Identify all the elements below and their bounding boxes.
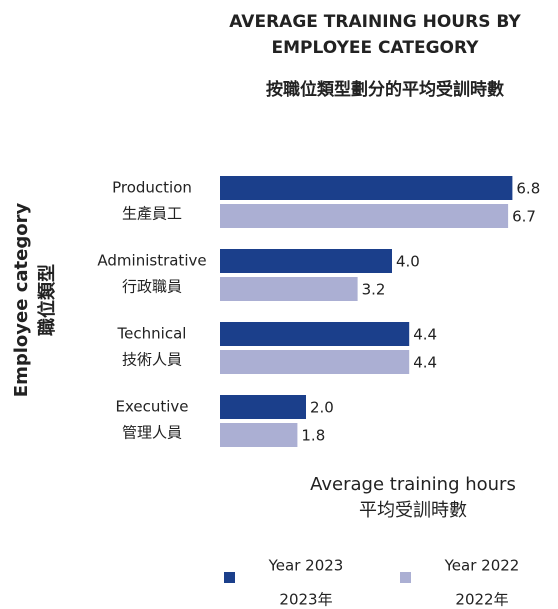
legend-label: 2023年 bbox=[279, 591, 332, 609]
bar bbox=[220, 395, 306, 419]
bar bbox=[220, 277, 358, 301]
chart-subtitle: 按職位類型劃分的平均受訓時數 bbox=[266, 79, 504, 100]
bar bbox=[220, 350, 410, 374]
y-tick-label: 管理人員 bbox=[122, 424, 182, 442]
y-tick-label: 行政職員 bbox=[122, 278, 182, 296]
y-tick-label: Technical bbox=[117, 325, 187, 343]
y-tick-label: 生產員工 bbox=[122, 205, 182, 223]
bar bbox=[220, 204, 509, 228]
data-label: 6.8 bbox=[516, 180, 540, 198]
data-label: 6.7 bbox=[512, 208, 536, 226]
x-axis-label: 平均受訓時數 bbox=[359, 500, 467, 521]
data-label: 4.0 bbox=[396, 253, 420, 271]
legend-label: Year 2023 bbox=[268, 557, 344, 575]
y-tick-label: Administrative bbox=[97, 252, 206, 270]
y-axis-label: Employee category 職位類型 bbox=[11, 203, 58, 398]
y-axis-label-line: 職位類型 bbox=[36, 264, 58, 336]
legend-label: 2022年 bbox=[455, 591, 508, 609]
bar bbox=[220, 249, 392, 273]
data-label: 3.2 bbox=[362, 281, 386, 299]
chart-title: AVERAGE TRAINING HOURS BY bbox=[229, 12, 521, 32]
data-label: 2.0 bbox=[310, 399, 334, 417]
chart-title: EMPLOYEE CATEGORY bbox=[272, 38, 480, 58]
bar bbox=[220, 322, 410, 346]
legend-swatch bbox=[224, 572, 235, 583]
y-tick-label: Production bbox=[112, 179, 192, 197]
data-label: 1.8 bbox=[301, 427, 325, 445]
bar bbox=[220, 423, 298, 447]
y-tick-label: 技術人員 bbox=[122, 351, 182, 369]
y-tick-label: Executive bbox=[115, 398, 188, 416]
data-label: 4.4 bbox=[413, 326, 437, 344]
legend-label: Year 2022 bbox=[444, 557, 520, 575]
bar bbox=[220, 176, 513, 200]
legend-swatch bbox=[400, 572, 411, 583]
y-axis-label-line: Employee category bbox=[11, 203, 32, 398]
x-axis-label: Average training hours bbox=[310, 474, 516, 495]
data-label: 4.4 bbox=[413, 354, 437, 372]
